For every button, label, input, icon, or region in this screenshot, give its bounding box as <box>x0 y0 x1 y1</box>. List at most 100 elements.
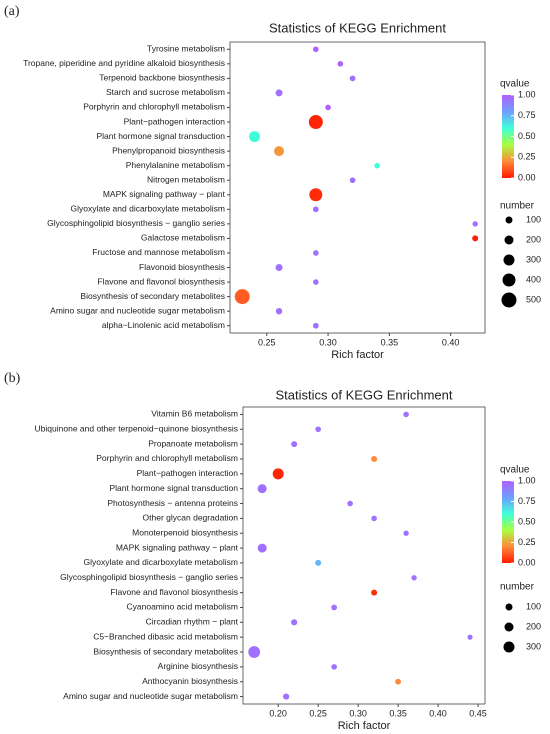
panel-label: (b) <box>4 371 21 386</box>
size-legend-dot <box>504 235 514 245</box>
chart-title: Statistics of KEGG Enrichment <box>275 387 452 402</box>
bubble <box>325 104 331 111</box>
x-tick-label: 0.35 <box>381 337 399 347</box>
bubble <box>331 604 338 611</box>
bubble <box>313 250 319 256</box>
colorbar-tick-label: 0.50 <box>518 516 536 526</box>
y-tick-label: C5−Branched dibasic acid metabolism <box>93 631 238 641</box>
bubble <box>274 146 285 157</box>
y-tick-label: Arginine biosynthesis <box>158 661 238 671</box>
bubble <box>371 515 377 522</box>
plot-frame <box>242 406 486 705</box>
bubble <box>371 589 378 596</box>
bubble <box>312 322 319 329</box>
y-tick-label: Glyoxylate and dicarboxylate metabolism <box>71 204 226 214</box>
size-legend-label: 300 <box>526 254 541 264</box>
y-tick-label: Starch and sucrose metabolism <box>106 87 225 97</box>
bubble <box>315 426 321 433</box>
y-tick-label: Monoterpenoid biosynthesis <box>132 527 238 537</box>
y-tick-label: Terpenoid backbone biosynthesis <box>99 73 225 83</box>
colorbar-tick-label: 0.00 <box>518 557 536 567</box>
y-tick-label: Plant−pathogen interaction <box>124 116 226 126</box>
bubble <box>374 162 380 169</box>
y-tick-label: Flavone and flavonol biosynthesis <box>110 587 238 597</box>
y-tick-label: MAPK signaling pathway − plant <box>116 542 239 552</box>
bubble <box>331 664 337 670</box>
y-tick-label: Porphyrin and chlorophyll metabolism <box>96 453 238 463</box>
bubble <box>467 634 473 640</box>
bubble <box>312 206 319 213</box>
bubble <box>272 468 284 480</box>
colorbar-tick-label: 0.75 <box>518 496 536 506</box>
x-tick-label: 0.25 <box>258 337 276 347</box>
colorbar-tick-label: 1.00 <box>518 89 536 99</box>
x-tick-label: 0.25 <box>309 708 327 718</box>
x-tick-label: 0.35 <box>389 708 407 718</box>
x-tick-label: 0.40 <box>442 337 460 347</box>
y-tick-label: alpha−Linolenic acid metabolism <box>102 320 225 330</box>
bubble <box>403 530 409 536</box>
size-legend-label: 100 <box>526 214 541 224</box>
size-legend-label: 100 <box>526 601 541 611</box>
y-tick-label: Phenylpropanoid biosynthesis <box>112 145 225 155</box>
bubble <box>472 235 479 242</box>
y-tick-label: Circadian rhythm − plant <box>146 617 239 627</box>
bubble <box>395 678 401 685</box>
size-legend-dot <box>501 292 517 308</box>
bubble <box>309 188 323 202</box>
bubble <box>472 221 478 227</box>
bubble <box>283 693 290 700</box>
bubble <box>313 279 319 285</box>
y-tick-label: MAPK signaling pathway − plant <box>103 189 226 199</box>
size-legend-title: number <box>500 582 535 593</box>
size-legend-dot <box>503 254 515 266</box>
colorbar-tick-label: 0.50 <box>518 131 536 141</box>
colorbar-title: qvalue <box>500 79 530 90</box>
bubble <box>315 559 322 566</box>
colorbar-tick-label: 0.25 <box>518 152 536 162</box>
y-tick-label: Other glycan degradation <box>143 513 239 523</box>
y-tick-label: Propanoate metabolism <box>148 438 238 448</box>
size-legend-label: 300 <box>526 641 541 651</box>
bubble <box>349 75 356 82</box>
size-legend-dot <box>505 603 513 611</box>
bubble <box>257 543 267 553</box>
y-tick-label: Tyrosine metabolism <box>147 44 225 54</box>
colorbar-tick-label: 0.75 <box>518 110 536 120</box>
x-tick-label: 0.20 <box>269 708 287 718</box>
y-tick-label: Anthocyanin biosynthesis <box>142 676 238 686</box>
size-legend-dot <box>505 216 513 224</box>
y-tick-label: Tropane, piperidine and pyridine alkaloi… <box>23 58 225 68</box>
y-tick-label: Plant hormone signal transduction <box>109 483 238 493</box>
size-legend-dot <box>504 622 514 632</box>
size-legend-label: 200 <box>526 234 541 244</box>
panel-label: (a) <box>4 4 20 19</box>
y-tick-label: Biosynthesis of secondary metabolites <box>80 291 225 301</box>
x-axis-label: Rich factor <box>331 349 384 361</box>
bubble <box>347 500 353 507</box>
colorbar-tick-label: 0.00 <box>518 172 536 182</box>
colorbar-tick-label: 0.25 <box>518 537 536 547</box>
y-tick-label: Flavonoid biosynthesis <box>139 262 225 272</box>
size-legend-dot <box>503 641 515 653</box>
bubble <box>411 575 417 581</box>
y-tick-label: Phenylalanine metabolism <box>126 160 225 170</box>
plot-frame <box>229 41 486 334</box>
bubble <box>308 115 323 130</box>
bubble <box>371 455 378 462</box>
bubble <box>249 131 261 143</box>
y-tick-label: Vitamin B6 metabolism <box>151 409 238 419</box>
size-legend-dot <box>502 273 516 287</box>
bubble <box>313 46 319 53</box>
x-tick-label: 0.40 <box>429 708 447 718</box>
y-tick-label: Fructose and mannose metabolism <box>92 247 225 257</box>
y-tick-label: Photosynthesis − antenna proteins <box>107 498 238 508</box>
bubble <box>291 619 298 626</box>
y-tick-label: Amino sugar and nucleotide sugar metabol… <box>63 691 238 701</box>
size-legend-label: 200 <box>526 621 541 631</box>
y-tick-label: Ubiquinone and other terpenoid−quinone b… <box>35 424 238 434</box>
bubble <box>403 411 409 418</box>
y-tick-label: Flavone and flavonol biosynthesis <box>97 276 225 286</box>
